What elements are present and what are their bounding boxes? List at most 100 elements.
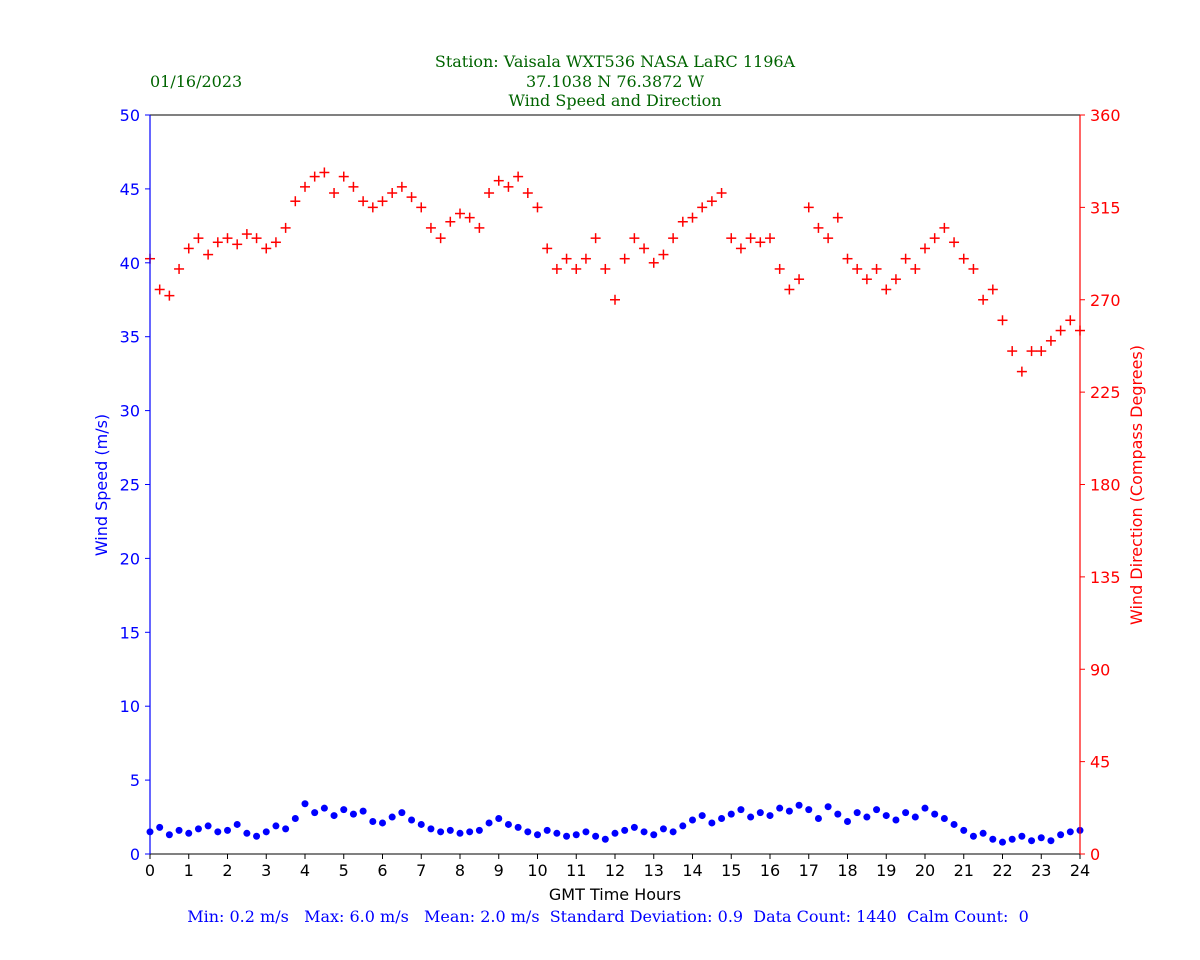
direction-point (261, 243, 272, 254)
x-tick-label: 11 (566, 861, 586, 880)
speed-point (805, 806, 813, 814)
speed-point (475, 826, 483, 834)
speed-point (921, 804, 929, 812)
direction-point (329, 188, 340, 199)
direction-point (590, 233, 601, 244)
speed-point (950, 820, 958, 828)
direction-point (987, 284, 998, 295)
direction-point (852, 263, 863, 274)
direction-point (755, 237, 766, 248)
speed-point (495, 815, 503, 823)
direction-point (319, 167, 330, 178)
x-tick-label: 8 (455, 861, 465, 880)
speed-point (398, 809, 406, 817)
direction-point (203, 249, 214, 260)
direction-point (668, 233, 679, 244)
direction-point (706, 196, 717, 207)
direction-point (803, 202, 814, 213)
direction-point (658, 249, 669, 260)
direction-point (716, 188, 727, 199)
speed-point (224, 826, 231, 834)
x-tick-label: 16 (760, 861, 780, 880)
direction-point (425, 222, 436, 233)
speed-point (1066, 828, 1074, 836)
speed-point (156, 823, 164, 831)
speed-point (979, 829, 987, 837)
chart-title-station: Station: Vaisala WXT536 NASA LaRC 1196A (435, 52, 796, 71)
speed-point (1047, 837, 1055, 845)
speed-point (563, 832, 571, 840)
speed-point (1028, 837, 1036, 845)
direction-point (474, 222, 485, 233)
speed-point (311, 809, 319, 817)
speed-point (214, 828, 222, 836)
direction-point (503, 181, 514, 192)
y-axis-left-label: Wind Speed (m/s) (92, 414, 111, 556)
y-right-tick-label: 45 (1090, 753, 1110, 772)
speed-point (931, 810, 939, 818)
direction-point (396, 181, 407, 192)
y-left-tick-label: 5 (130, 771, 140, 790)
speed-point (747, 813, 755, 821)
speed-point (989, 835, 997, 843)
direction-point (300, 181, 310, 192)
direction-point (551, 263, 562, 274)
speed-point (766, 812, 774, 820)
chart-title-main: Wind Speed and Direction (508, 91, 721, 110)
y-left-tick-label: 0 (130, 845, 140, 864)
direction-point (697, 202, 708, 213)
speed-point (1057, 831, 1065, 839)
speed-point (369, 817, 377, 825)
x-tick-label: 17 (799, 861, 819, 880)
x-tick-label: 5 (339, 861, 349, 880)
y-right-tick-label: 315 (1090, 198, 1121, 217)
direction-point (464, 212, 475, 223)
x-tick-label: 1 (184, 861, 194, 880)
direction-point (629, 233, 640, 244)
speed-point (534, 831, 541, 839)
direction-point (871, 263, 882, 274)
direction-point (358, 196, 369, 207)
speed-point (165, 831, 173, 839)
direction-point (309, 171, 320, 182)
direction-point (784, 284, 795, 295)
direction-point (677, 216, 688, 227)
speed-point (824, 803, 832, 811)
direction-point (600, 263, 611, 274)
direction-point (861, 274, 872, 285)
x-tick-label: 20 (915, 861, 935, 880)
direction-point (648, 257, 659, 268)
direction-point (241, 229, 252, 240)
speed-point (204, 822, 212, 830)
speed-point (902, 809, 910, 817)
direction-point (290, 196, 301, 207)
direction-point (774, 263, 785, 274)
speed-point (349, 810, 357, 818)
y-left-tick-label: 30 (120, 402, 140, 421)
x-tick-label: 23 (1031, 861, 1051, 880)
y-right-tick-label: 0 (1090, 845, 1100, 864)
x-tick-label: 21 (954, 861, 974, 880)
direction-point (929, 233, 940, 244)
direction-point (881, 284, 892, 295)
speed-point (737, 806, 745, 814)
speed-point (969, 832, 977, 840)
speed-point (999, 838, 1006, 846)
speed-point (514, 823, 522, 831)
x-tick-label: 13 (644, 861, 664, 880)
x-tick-label: 24 (1070, 861, 1090, 880)
direction-point (532, 202, 543, 213)
speed-point (388, 813, 396, 821)
direction-point (765, 233, 775, 244)
speed-point (601, 835, 609, 843)
speed-point (785, 807, 793, 815)
direction-point (377, 196, 388, 207)
direction-point (522, 188, 533, 199)
x-tick-label: 4 (300, 861, 310, 880)
speed-point (911, 813, 919, 821)
x-tick-label: 18 (837, 861, 857, 880)
speed-point (689, 816, 696, 824)
direction-point (920, 243, 930, 254)
speed-point (630, 823, 638, 831)
